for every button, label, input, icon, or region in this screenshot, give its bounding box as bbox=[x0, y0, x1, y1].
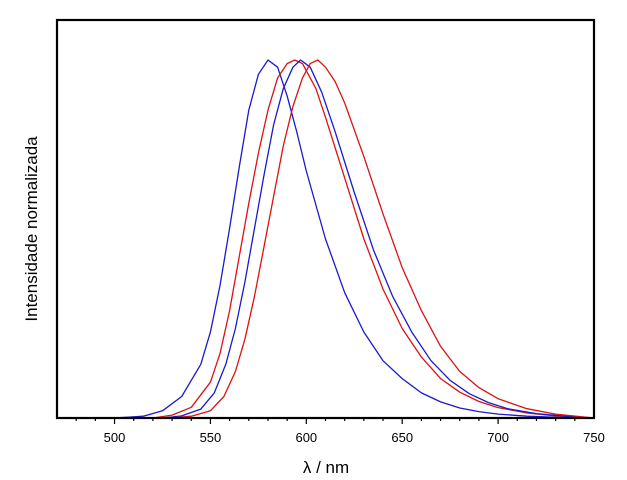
plot-frame bbox=[55, 18, 596, 420]
series-line-1 bbox=[57, 59, 595, 419]
x-tick-label: 500 bbox=[104, 430, 126, 445]
series-line-3 bbox=[57, 59, 595, 419]
x-axis: 500 550 600 650 700 750 bbox=[75, 418, 605, 445]
x-tick-label: 750 bbox=[583, 430, 605, 445]
x-tick-label: 650 bbox=[391, 430, 413, 445]
x-tick-label: 700 bbox=[487, 430, 509, 445]
y-axis-label: Intensidade normalizada bbox=[22, 136, 41, 322]
x-tick-label: 600 bbox=[295, 430, 317, 445]
series-line-2 bbox=[57, 59, 595, 419]
x-axis-label: λ / nm bbox=[303, 458, 349, 477]
series-line-4 bbox=[57, 59, 595, 419]
series-layer bbox=[57, 59, 595, 419]
x-tick-label: 550 bbox=[200, 430, 222, 445]
